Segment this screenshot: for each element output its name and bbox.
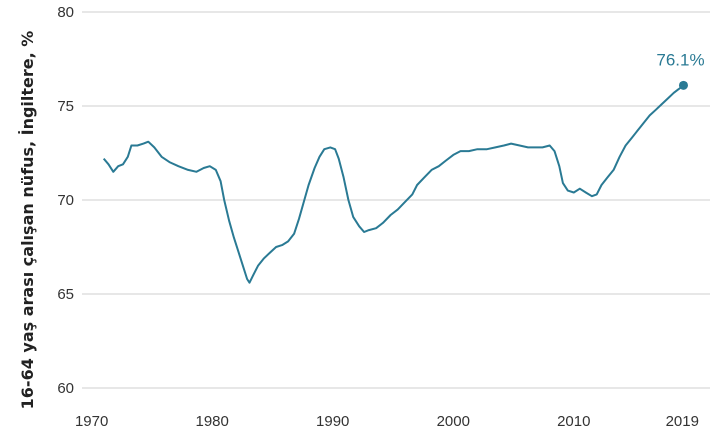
x-tick-label: 2000 [437, 413, 470, 430]
x-tick-label: 1990 [316, 413, 349, 430]
y-tick-label: 65 [57, 286, 74, 303]
x-tick-label: 1980 [195, 413, 228, 430]
end-value-label: 76.1% [656, 50, 704, 69]
x-tick-label: 1970 [75, 413, 108, 430]
y-axis-label: 16-64 yaş arası çalışan nüfus, İngiltere… [18, 31, 37, 410]
series-line [102, 84, 685, 284]
end-point-marker [678, 80, 688, 90]
x-tick-label: 2010 [557, 413, 590, 430]
y-tick-label: 60 [57, 380, 74, 397]
x-tick-label: 2019 [666, 413, 699, 430]
x-tick-labels: 1970 1980 1990 2000 2010 2019 [75, 413, 699, 430]
y-tick-labels: 60 65 70 75 80 [57, 4, 74, 397]
y-tick-label: 80 [57, 4, 74, 21]
y-tick-label: 70 [57, 192, 74, 209]
gridlines [82, 11, 710, 389]
y-tick-label: 75 [57, 98, 74, 115]
